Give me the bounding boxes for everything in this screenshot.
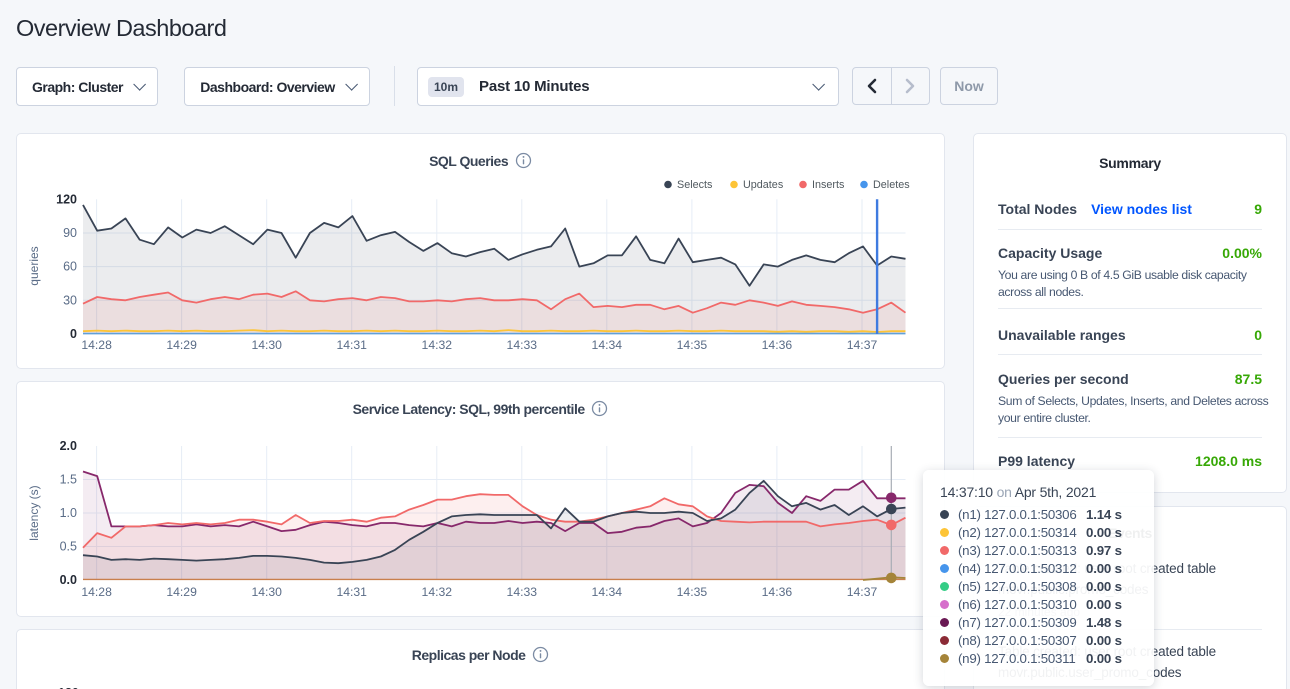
svg-text:queries: queries [27,246,41,285]
svg-text:14:32: 14:32 [422,338,453,352]
svg-text:14:28: 14:28 [81,338,112,352]
svg-text:14:31: 14:31 [336,585,367,599]
svg-text:14:32: 14:32 [422,585,453,599]
svg-text:14:36: 14:36 [762,338,793,352]
svg-text:14:33: 14:33 [507,585,538,599]
svg-text:120: 120 [56,192,77,206]
svg-text:14:28: 14:28 [81,585,112,599]
svg-text:14:35: 14:35 [677,338,708,352]
svg-text:14:30: 14:30 [251,338,282,352]
svg-text:14:30: 14:30 [251,585,282,599]
svg-text:latency (s): latency (s) [27,485,41,540]
svg-text:Inserts: Inserts [812,179,845,191]
svg-text:1.0: 1.0 [60,506,77,520]
svg-text:14:33: 14:33 [507,338,538,352]
svg-text:90: 90 [63,226,77,240]
svg-text:0.0: 0.0 [60,573,77,587]
svg-text:14:29: 14:29 [166,338,197,352]
svg-text:0.5: 0.5 [60,540,77,554]
svg-text:2.0: 2.0 [60,439,77,453]
svg-text:14:37: 14:37 [847,338,878,352]
svg-text:Deletes: Deletes [873,179,910,191]
svg-text:14:34: 14:34 [592,338,623,352]
svg-text:0: 0 [70,327,77,341]
svg-text:Updates: Updates [743,179,784,191]
svg-text:30: 30 [63,293,77,307]
svg-text:14:31: 14:31 [336,338,367,352]
svg-text:60: 60 [63,260,77,274]
svg-text:Selects: Selects [677,179,713,191]
svg-text:14:37: 14:37 [847,585,878,599]
svg-text:1.5: 1.5 [60,473,77,487]
svg-text:14:34: 14:34 [592,585,623,599]
svg-text:14:36: 14:36 [762,585,793,599]
svg-text:14:35: 14:35 [677,585,708,599]
svg-text:14:29: 14:29 [166,585,197,599]
